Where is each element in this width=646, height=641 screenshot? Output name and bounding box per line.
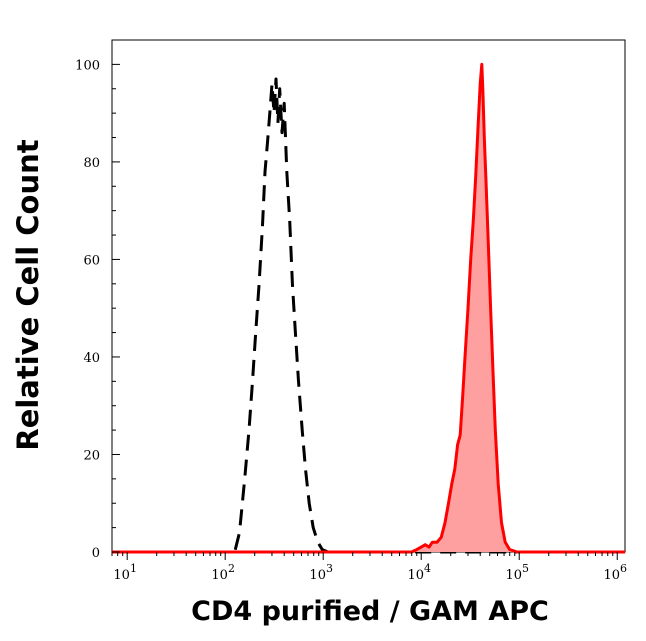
x-tick-label: 105	[505, 562, 529, 583]
x-tick-label: 103	[309, 562, 333, 583]
x-tick-label: 106	[603, 562, 627, 583]
x-tick-label: 101	[113, 562, 137, 583]
y-axis: 0 20 40 60 80 100	[75, 58, 120, 561]
series-0-line	[112, 77, 625, 554]
y-axis-title: Relative Cell Count	[11, 139, 45, 450]
y-tick-label: 20	[83, 448, 100, 463]
y-tick-label: 60	[83, 253, 100, 268]
y-tick-label: 40	[83, 351, 100, 366]
x-axis: 101 102 103 104 105 106	[111, 552, 627, 583]
x-tick-label: 104	[407, 562, 431, 583]
plot-frame	[111, 39, 626, 553]
y-tick-label: 0	[92, 546, 100, 561]
x-axis-title: CD4 purified / GAM APC	[191, 596, 549, 627]
series-1-line	[112, 62, 625, 554]
series-1-area	[112, 64, 625, 553]
y-tick-label: 80	[83, 156, 100, 171]
series-layer	[112, 62, 625, 554]
y-tick-label: 100	[75, 58, 100, 73]
x-tick-label: 102	[211, 562, 235, 583]
